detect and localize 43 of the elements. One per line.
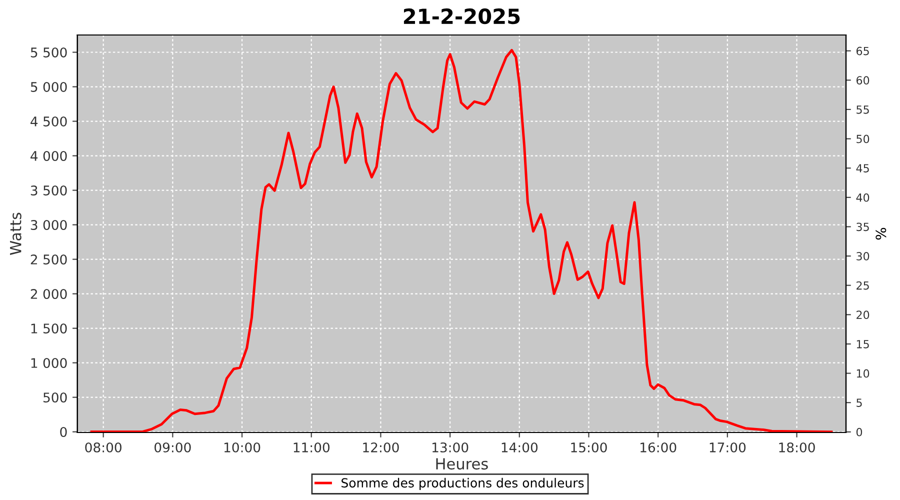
y-tick-label: 4 000 — [30, 150, 67, 161]
y-tick-label: 1 500 — [31, 324, 67, 334]
y2-tick-label: 5 — [856, 398, 862, 407]
x-tick-label: 09:00 — [154, 442, 191, 452]
legend-label: Somme des productions des onduleurs — [342, 478, 584, 490]
y2-tick-label: 25 — [856, 281, 869, 290]
x-tick-label: 10:00 — [224, 442, 260, 452]
y2-tick-label: 10 — [856, 369, 870, 378]
x-tick-label: 08:00 — [85, 442, 122, 452]
y2-tick-label: 40 — [856, 193, 870, 202]
y2-tick-label: 0 — [856, 428, 862, 436]
x-tick-label: 17:00 — [710, 442, 746, 452]
x-tick-label: 11:00 — [294, 442, 330, 452]
y-tick-label: 1 000 — [31, 358, 67, 368]
line-series — [90, 48, 833, 432]
y2-tick-label: 60 — [856, 76, 870, 85]
x-tick-label: 15:00 — [571, 442, 607, 452]
y-tick-label: 3 500 — [30, 185, 67, 196]
x-tick-label: 14:00 — [502, 442, 538, 452]
x-tick-label: 16:00 — [640, 442, 676, 452]
y2-tick-label: 50 — [856, 134, 870, 144]
y2-tick-label: 55 — [856, 106, 869, 114]
y-tick-label: 5 500 — [30, 47, 67, 58]
y2-tick-label: 20 — [856, 310, 870, 320]
y2-tick-label: 65 — [856, 46, 869, 56]
y-tick-label: 2 000 — [30, 289, 67, 299]
y-tick-label: 3 000 — [30, 220, 67, 230]
chart-title: 21-2-2025 — [404, 8, 520, 24]
y-tick-label: 2 500 — [30, 254, 67, 264]
y2-axis-title: % — [876, 228, 886, 240]
y-axis-title: Watts — [10, 212, 22, 255]
x-axis-title: Heures — [436, 458, 488, 470]
y2-tick-label: 45 — [856, 164, 869, 172]
x-tick-label: 18:00 — [779, 442, 815, 452]
x-tick-label: 12:00 — [363, 442, 399, 452]
y-tick-label: 4 500 — [30, 116, 67, 126]
y2-tick-label: 30 — [856, 252, 870, 260]
y-tick-label: 500 — [44, 392, 67, 403]
y2-tick-label: 15 — [856, 340, 869, 348]
x-tick-label: 13:00 — [432, 442, 468, 452]
y-tick-label: 5 000 — [30, 82, 67, 92]
y-tick-label: 0 — [60, 427, 67, 438]
y2-tick-label: 35 — [856, 222, 869, 232]
